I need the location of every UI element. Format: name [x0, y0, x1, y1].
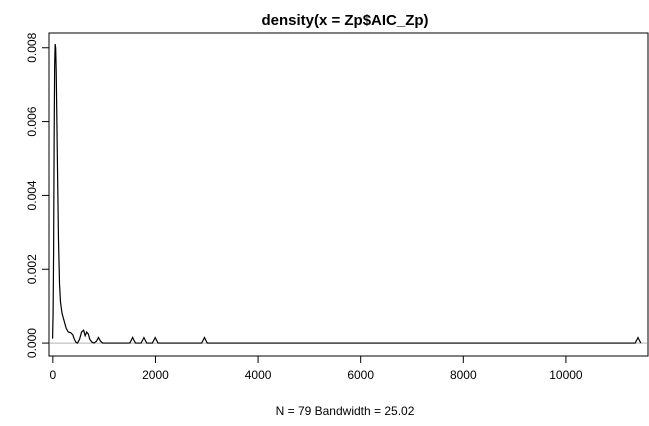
y-axis: 0.000 0.002 0.004 0.006 0.008	[25, 32, 50, 358]
x-tick-label: 2000	[142, 368, 169, 382]
x-tick-label: 0	[50, 368, 57, 382]
y-tick-label: 0.002	[25, 254, 39, 284]
x-tick-label: 8000	[450, 368, 477, 382]
x-axis-label: N = 79 Bandwidth = 25.02	[276, 404, 415, 418]
x-tick-label: 6000	[347, 368, 374, 382]
x-axis: 0 2000 4000 6000 8000 10000	[50, 355, 583, 382]
x-tick-label: 4000	[245, 368, 272, 382]
density-curve	[51, 43, 642, 344]
y-tick-label: 0.006	[25, 106, 39, 136]
x-tick-label: 10000	[549, 368, 583, 382]
plot-frame	[48, 32, 649, 357]
y-tick-label: 0.000	[25, 328, 39, 358]
chart-title: density(x = Zp$AIC_Zp)	[261, 12, 428, 29]
y-tick-label: 0.008	[25, 32, 39, 62]
y-tick-label: 0.004	[25, 180, 39, 210]
